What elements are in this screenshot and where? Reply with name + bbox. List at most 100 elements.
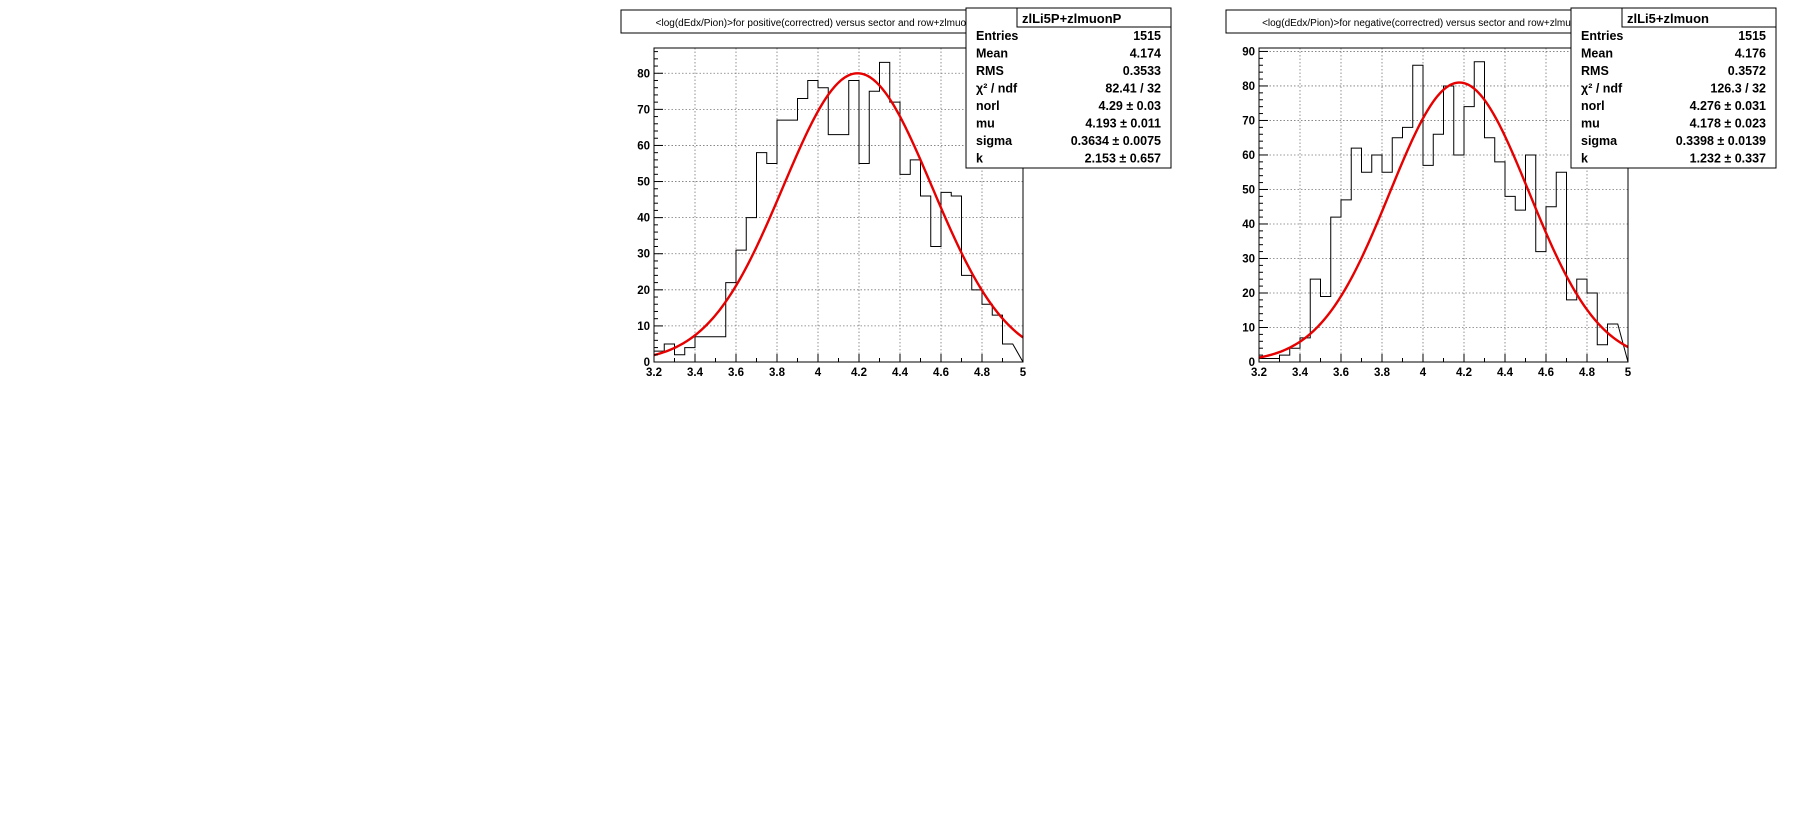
hist-bin — [1259, 359, 1269, 362]
hist-bin — [695, 337, 705, 362]
stats-box: zlLi5+zlmuon Entries 1515 Mean 4.176 RMS 0.357… — [1570, 7, 1777, 169]
x-tick-label: 3.6 — [1333, 367, 1349, 379]
stats-value: 0.3398 ± 0.0139 — [1676, 134, 1766, 148]
hist-bin — [716, 337, 726, 362]
stats-value: 4.176 — [1735, 47, 1766, 61]
stats-value: 1515 — [1738, 29, 1766, 43]
x-tick-label: 4 — [815, 367, 822, 379]
x-tick-label: 4.6 — [933, 367, 949, 379]
y-tick-label: 10 — [637, 321, 650, 333]
hist-bin — [921, 196, 931, 362]
hist-bin — [1423, 165, 1433, 362]
histogram-positive: <log(dEdx/Pion)>for positive(correctred)… — [620, 7, 1172, 379]
hist-outline — [1258, 61, 1629, 363]
hist-bin — [675, 355, 685, 362]
x-tick-label: 3.8 — [769, 367, 786, 379]
stats-frame — [965, 7, 1172, 169]
hist-bin — [664, 344, 674, 362]
stats-value: 4.276 ± 0.031 — [1690, 99, 1766, 113]
hist-bin — [931, 247, 941, 362]
hist-bin — [849, 80, 859, 362]
hist-bin — [1546, 207, 1556, 362]
y-axis: 0 10 20 30 40 50 60 70 80 — [637, 51, 663, 369]
hist-bin — [1331, 217, 1341, 362]
chart-panel-negative: <log(dEdx/Pion)>for negative(correctred)… — [1225, 0, 1795, 385]
stats-label: χ² / ndf — [976, 82, 1018, 96]
stats-label: RMS — [976, 64, 1004, 78]
x-tick-label: 3.2 — [1251, 367, 1267, 379]
y-tick-label: 80 — [1242, 81, 1255, 93]
hist-bin — [1597, 345, 1607, 362]
fit-curve — [1258, 81, 1629, 359]
chart-title: <log(dEdx/Pion)>for negative(correctred)… — [1262, 18, 1582, 29]
stats-label: k — [1581, 152, 1588, 166]
hist-bin — [746, 218, 756, 362]
hist-bin — [890, 102, 900, 362]
x-tick-label: 3.6 — [728, 367, 744, 379]
stats-name-frame — [1621, 7, 1777, 28]
hist-bin — [962, 275, 972, 362]
hist-bin — [1290, 348, 1300, 362]
histogram-negative: <log(dEdx/Pion)>for negative(correctred)… — [1225, 7, 1777, 379]
hist-bin — [1464, 107, 1474, 362]
stats-label: χ² / ndf — [1581, 82, 1623, 96]
stats-value: 0.3634 ± 0.0075 — [1071, 134, 1161, 148]
stats-name-frame — [1016, 7, 1172, 28]
hist-bin — [767, 163, 777, 362]
hist-bin — [1321, 296, 1331, 362]
hist-bin — [1362, 172, 1372, 362]
stats-label: sigma — [976, 134, 1013, 148]
stats-label: mu — [976, 117, 995, 131]
hist-bin — [828, 135, 838, 362]
hist-bin — [900, 174, 910, 362]
y-tick-label: 60 — [1242, 150, 1255, 162]
y-tick-label: 30 — [1242, 253, 1255, 265]
y-tick-label: 80 — [637, 68, 650, 80]
x-tick-label: 4.4 — [1497, 367, 1514, 379]
x-tick-label: 4.2 — [851, 367, 867, 379]
hist-bin — [1495, 162, 1505, 362]
y-tick-label: 90 — [1242, 46, 1255, 58]
hist-bin — [1280, 355, 1290, 362]
hist-bin — [1608, 324, 1618, 362]
hist-bin — [705, 337, 715, 362]
stats-value: 126.3 / 32 — [1710, 82, 1766, 96]
stats-frame — [1570, 7, 1777, 169]
chart-title: <log(dEdx/Pion)>for positive(correctred)… — [656, 18, 979, 29]
hist-bin — [859, 163, 869, 362]
histogram-bins — [653, 61, 1024, 363]
hist-bin — [1003, 344, 1013, 362]
fit-curve — [653, 72, 1024, 357]
x-tick-label: 3.8 — [1374, 367, 1391, 379]
hist-bin — [992, 315, 1002, 362]
hist-bin — [1474, 62, 1484, 362]
hist-bin — [951, 196, 961, 362]
hist-bin — [777, 120, 787, 362]
hist-bin — [869, 91, 879, 362]
stats-label: Entries — [976, 29, 1018, 43]
hist-bin — [1577, 279, 1587, 362]
stats-label: Mean — [1581, 47, 1613, 61]
hist-bin — [839, 135, 849, 362]
y-axis: 0 10 20 30 40 50 60 70 80 90 — [1242, 46, 1268, 369]
stats-box: zlLi5P+zlmuonP Entries 1515 Mean 4.174 RMS 0.3… — [965, 7, 1172, 169]
stats-name: zlLi5+zlmuon — [1627, 11, 1709, 26]
x-tick-label: 4 — [1420, 367, 1427, 379]
hist-bin — [1403, 127, 1413, 362]
hist-bin — [982, 304, 992, 362]
chart-title-box: <log(dEdx/Pion)>for negative(correctred)… — [1225, 9, 1619, 34]
hist-bin — [1567, 300, 1577, 362]
hist-bin — [757, 153, 767, 362]
x-tick-label: 3.2 — [646, 367, 662, 379]
hist-bin — [1351, 148, 1361, 362]
x-tick-label: 5 — [1625, 367, 1632, 379]
chart-panel-positive: <log(dEdx/Pion)>for positive(correctred)… — [620, 0, 1190, 385]
x-tick-label: 3.4 — [687, 367, 704, 379]
stats-label: sigma — [1581, 134, 1618, 148]
hist-bin — [1269, 359, 1279, 362]
stats-label: mu — [1581, 117, 1600, 131]
stats-value: 1515 — [1133, 29, 1161, 43]
hist-bin — [1536, 252, 1546, 362]
x-tick-label: 4.8 — [974, 367, 991, 379]
y-tick-label: 0 — [1249, 357, 1255, 369]
